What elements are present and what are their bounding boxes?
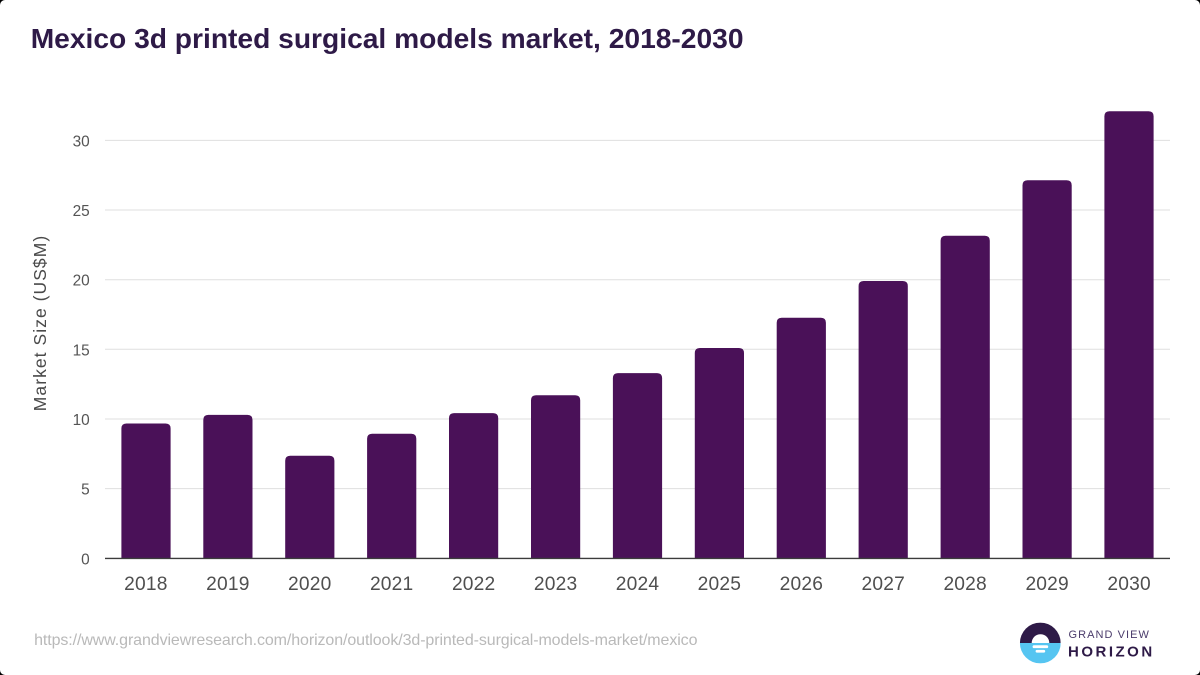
svg-text:GRAND VIEW: GRAND VIEW [1069, 629, 1150, 641]
svg-text:2023: 2023 [534, 574, 578, 595]
svg-text:2018: 2018 [124, 574, 168, 595]
svg-text:2027: 2027 [862, 574, 906, 595]
svg-text:2019: 2019 [206, 574, 250, 595]
svg-text:30: 30 [73, 133, 90, 150]
svg-text:2022: 2022 [452, 574, 496, 595]
svg-text:2029: 2029 [1025, 574, 1069, 595]
svg-text:25: 25 [73, 203, 90, 220]
svg-text:https://www.grandviewresearch.: https://www.grandviewresearch.com/horizo… [34, 632, 697, 649]
svg-text:0: 0 [81, 551, 90, 568]
svg-text:5: 5 [81, 482, 90, 499]
svg-text:2024: 2024 [616, 574, 660, 595]
svg-text:2025: 2025 [698, 574, 742, 595]
svg-text:2026: 2026 [780, 574, 824, 595]
svg-text:15: 15 [73, 342, 90, 359]
svg-text:2028: 2028 [943, 574, 987, 595]
svg-text:20: 20 [73, 273, 90, 290]
svg-text:10: 10 [73, 412, 90, 429]
svg-text:Market Size (US$M): Market Size (US$M) [30, 235, 50, 411]
svg-text:2030: 2030 [1107, 574, 1151, 595]
svg-text:2020: 2020 [288, 574, 332, 595]
svg-text:Mexico 3d printed surgical mod: Mexico 3d printed surgical models market… [31, 22, 744, 54]
svg-text:2021: 2021 [370, 574, 414, 595]
svg-text:HORIZON: HORIZON [1068, 644, 1155, 661]
